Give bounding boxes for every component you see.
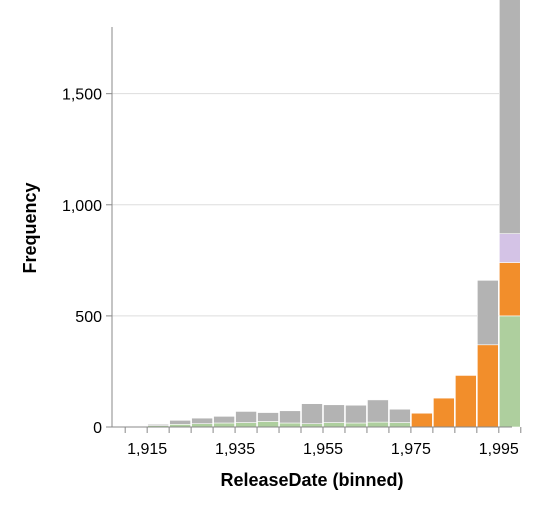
bar-bin-1945-series-3 [279,410,301,424]
bar-bin-1980-series-1 [433,397,455,428]
y-tick-label-3: 1,500 [62,87,102,104]
bar-bin-1970-series-0 [389,422,411,428]
bar-bin-1930-series-0 [213,422,235,428]
bar-bin-1990-series-3 [477,280,499,346]
bar-bin-1950-series-3 [301,403,323,424]
bars [125,0,521,428]
bar-bin-1985-series-1 [455,375,477,428]
bar-bin-1955-series-0 [323,422,345,428]
bar-bin-1995-series-0 [499,315,521,428]
x-tick-label-4: 1,995 [479,441,519,458]
bar-bin-1940-series-3 [257,412,279,422]
axes: 0 500 1,000 1,500 1,915 1,935 1,955 1,975 1,995 [62,27,522,458]
y-tick-label-0: 0 [93,420,102,437]
bar-bin-1970-series-3 [389,408,411,423]
bar-bin-1960-series-3 [345,404,367,424]
bar-bin-1925-series-3 [191,417,213,424]
bar-bin-1915-series-3 [147,424,169,426]
x-axis-title: ReleaseDate (binned) [220,470,403,490]
bar-bin-1990-series-1 [477,344,499,428]
x-tick-label-1: 1,935 [215,441,255,458]
bar-bin-1935-series-3 [235,411,257,423]
bar-bin-1940-series-0 [257,421,279,428]
x-tick-label-2: 1,955 [303,441,343,458]
bar-bin-1965-series-0 [367,421,389,428]
bar-bin-1995-series-1 [499,262,521,317]
bar-bin-1920-series-3 [169,420,191,425]
bar-bin-1930-series-3 [213,416,235,424]
y-tick-label-1: 500 [75,309,102,326]
bar-bin-1995-series-2 [499,233,521,263]
bar-bin-1955-series-3 [323,404,345,423]
y-axis-title: Frequency [20,182,40,273]
bar-bin-1945-series-0 [279,422,301,428]
grid-lines [112,93,512,317]
x-tick-label-0: 1,915 [127,441,167,458]
bar-bin-1975-series-1 [411,412,433,428]
bar-bin-1960-series-0 [345,422,367,428]
x-tick-label-3: 1,975 [391,441,431,458]
y-tick-label-2: 1,000 [62,198,102,215]
bar-bin-1935-series-0 [235,422,257,428]
bar-bin-1965-series-3 [367,399,389,423]
bar-bin-1995-series-3 [499,0,521,234]
